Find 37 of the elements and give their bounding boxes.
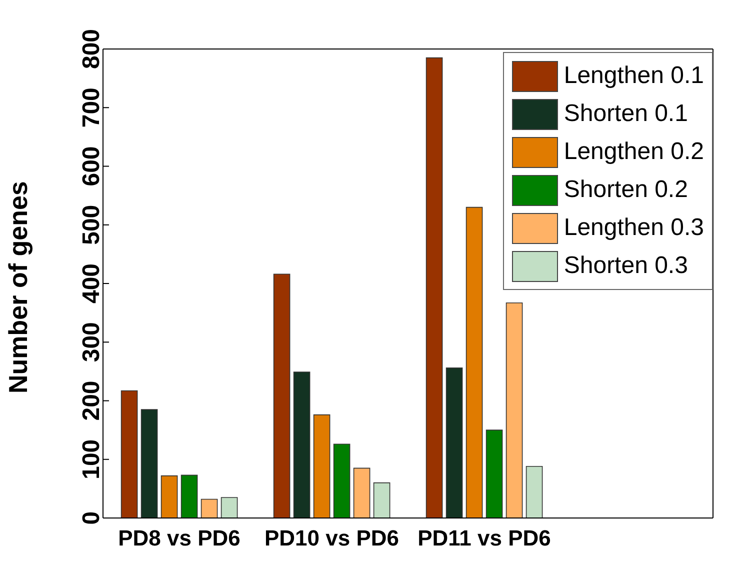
bar [160,475,178,518]
legend-label: Shorten 0.3 [564,252,688,280]
y-tick-label: 700 [78,88,105,128]
legend-label: Lengthen 0.3 [564,214,704,242]
x-tick-label: PD10 vs PD6 [264,526,400,551]
y-axis-title: Number of genes [3,181,34,394]
bar [353,468,370,518]
bar [200,498,218,518]
legend-label: Shorten 0.1 [564,100,688,128]
y-tick-label: 800 [78,28,105,70]
bar [140,409,158,518]
y-tick-label: 0 [78,511,105,525]
bar [120,390,138,518]
bar [293,372,310,518]
legend-label: Lengthen 0.1 [564,62,704,90]
bar [446,368,463,518]
bar [466,206,483,518]
bar [333,444,350,518]
y-tick-label: 400 [78,263,105,304]
bar [426,57,443,518]
y-tick-label: 600 [78,146,105,186]
y-tick-label: 100 [78,439,105,480]
legend-label: Lengthen 0.2 [564,138,704,166]
x-tick-label: PD8 vs PD6 [118,526,240,551]
bar [373,482,390,518]
y-tick-label: 200 [78,380,105,421]
legend-label: Shorten 0.2 [564,176,688,204]
bar [486,430,503,518]
y-tick-label: 500 [78,204,105,245]
x-tick-label: PD11 vs PD6 [418,526,551,551]
y-tick-label: 300 [78,322,105,362]
bar [506,302,523,518]
bar [313,414,330,518]
bar [180,474,198,518]
bar [526,466,543,518]
bar [273,274,290,518]
bar [220,497,238,518]
